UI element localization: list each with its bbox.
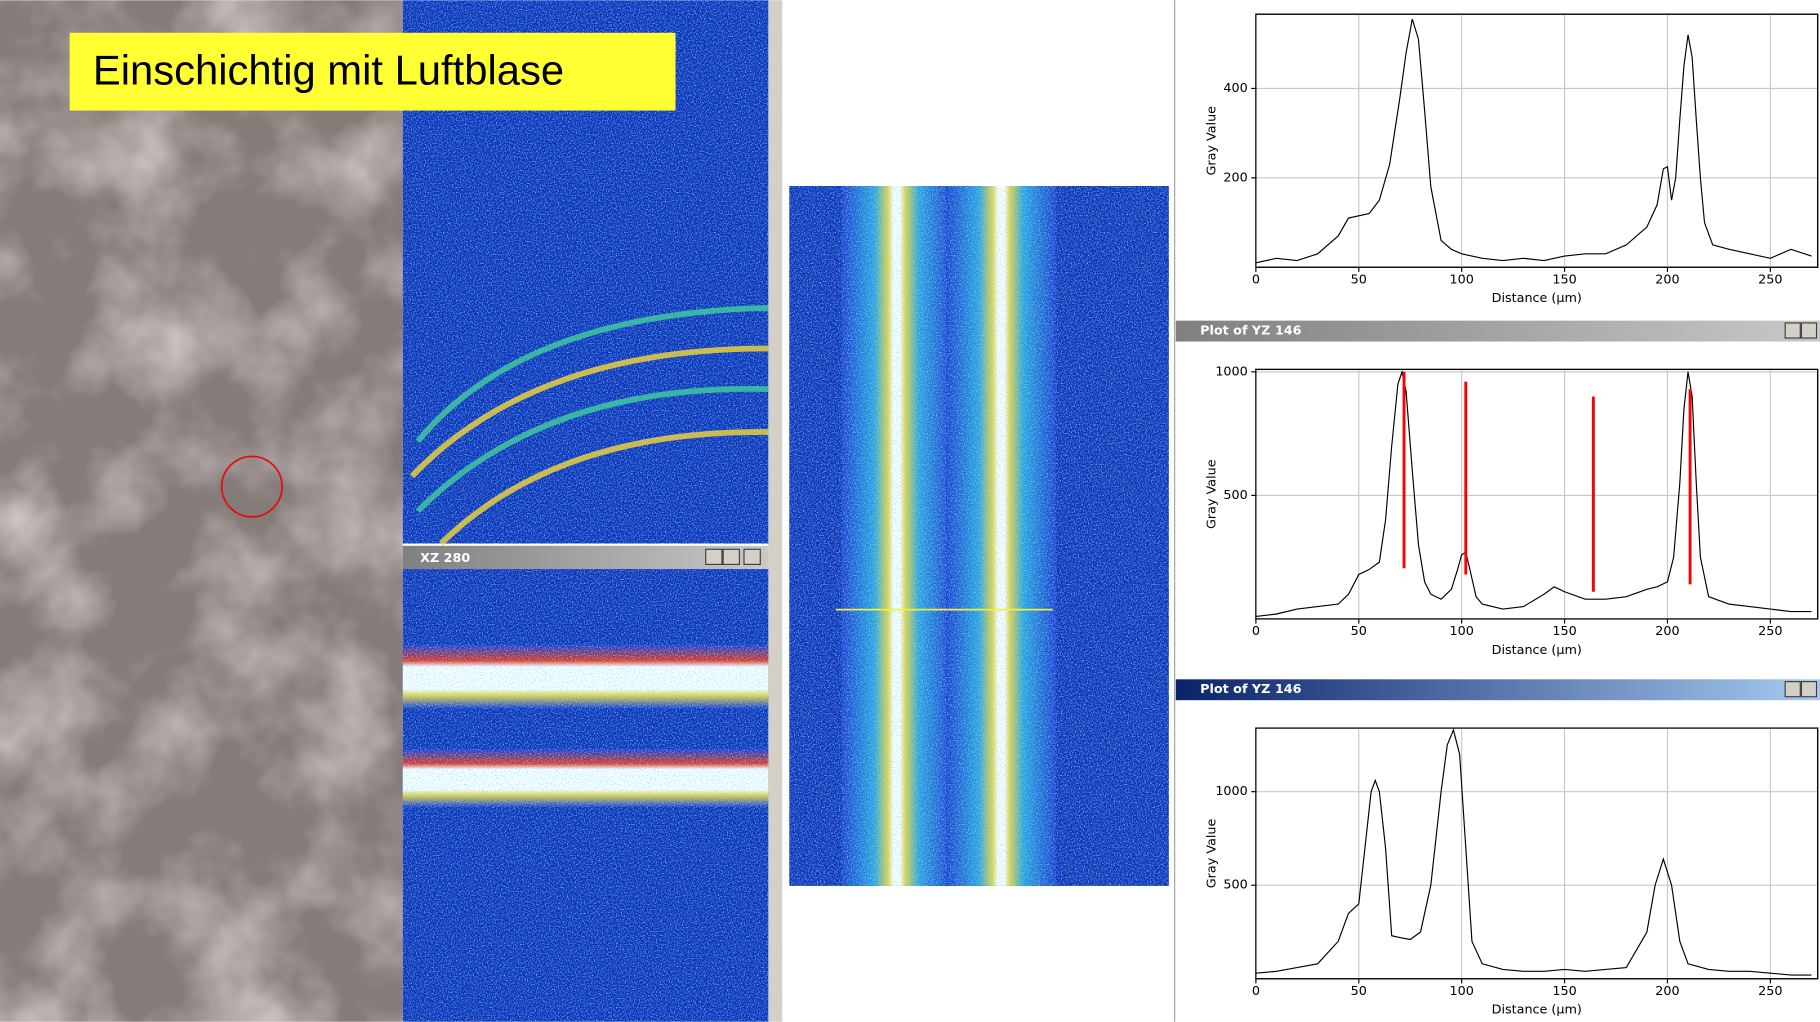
y-axis-label: Gray Value — [1204, 106, 1219, 176]
confocal-rings — [409, 304, 769, 546]
window-buttons[interactable] — [705, 548, 761, 565]
y-tick-label: 400 — [1223, 81, 1247, 96]
window-title: Plot of YZ 146 — [1200, 682, 1301, 697]
y-tick-label: 500 — [1223, 878, 1247, 893]
marker-circle — [220, 455, 283, 518]
profile-curve — [1255, 18, 1812, 264]
window-title: XZ 280 — [420, 551, 470, 566]
x-tick-label: 250 — [1758, 984, 1782, 999]
x-tick-label: 250 — [1758, 273, 1782, 288]
maximize-button[interactable] — [1800, 681, 1818, 698]
x-tick-label: 150 — [1552, 984, 1576, 999]
y-tick-label: 1000 — [1215, 784, 1247, 799]
y-axis-label: Gray Value — [1204, 459, 1219, 529]
profile-curve — [1255, 728, 1812, 976]
x-tick-label: 150 — [1552, 273, 1576, 288]
minimize-button[interactable] — [1784, 681, 1801, 698]
x-tick-label: 200 — [1655, 624, 1679, 639]
y-tick-label: 500 — [1223, 488, 1247, 503]
x-tick-label: 200 — [1655, 273, 1679, 288]
y-tick-label: 1000 — [1215, 364, 1247, 379]
x-tick-label: 0 — [1252, 273, 1260, 288]
photo-texture — [0, 0, 403, 1022]
overlay-label: Einschichtig mit Luftblase — [93, 46, 564, 93]
x-axis-label: Distance (µm) — [1492, 643, 1582, 658]
maximize-button[interactable] — [722, 548, 740, 565]
x-tick-label: 150 — [1552, 624, 1576, 639]
y-axis-label: Gray Value — [1204, 818, 1219, 888]
plot-area — [1255, 13, 1819, 268]
x-tick-label: 50 — [1351, 984, 1367, 999]
minimize-button[interactable] — [1784, 322, 1801, 339]
x-tick-label: 0 — [1252, 624, 1260, 639]
close-button[interactable] — [743, 548, 761, 565]
x-tick-label: 0 — [1252, 984, 1260, 999]
title-bar — [402, 545, 769, 570]
plot-frame — [1255, 368, 1819, 620]
title-bar — [1175, 679, 1820, 701]
title-bar — [1175, 320, 1820, 342]
y-tick-label: 200 — [1223, 170, 1247, 185]
minimize-button[interactable] — [705, 548, 723, 565]
maximize-button[interactable] — [1800, 322, 1818, 339]
x-tick-label: 100 — [1450, 984, 1474, 999]
x-axis-label: Distance (µm) — [1492, 1003, 1582, 1018]
plot-area — [1255, 368, 1819, 620]
x-tick-label: 50 — [1351, 273, 1367, 288]
x-axis-label: Distance (µm) — [1492, 291, 1582, 306]
x-tick-label: 200 — [1655, 984, 1679, 999]
plot-frame — [1255, 13, 1819, 268]
x-tick-label: 250 — [1758, 624, 1782, 639]
x-tick-label: 50 — [1351, 624, 1367, 639]
x-tick-label: 100 — [1450, 273, 1474, 288]
plot-frame — [1255, 727, 1819, 980]
xz-noise — [402, 569, 769, 1022]
plot-area — [1255, 727, 1819, 980]
yz-noise — [789, 186, 1169, 886]
label-box — [69, 32, 676, 111]
x-tick-label: 100 — [1450, 624, 1474, 639]
divider — [768, 0, 783, 1022]
window-title: Plot of YZ 146 — [1200, 324, 1301, 339]
